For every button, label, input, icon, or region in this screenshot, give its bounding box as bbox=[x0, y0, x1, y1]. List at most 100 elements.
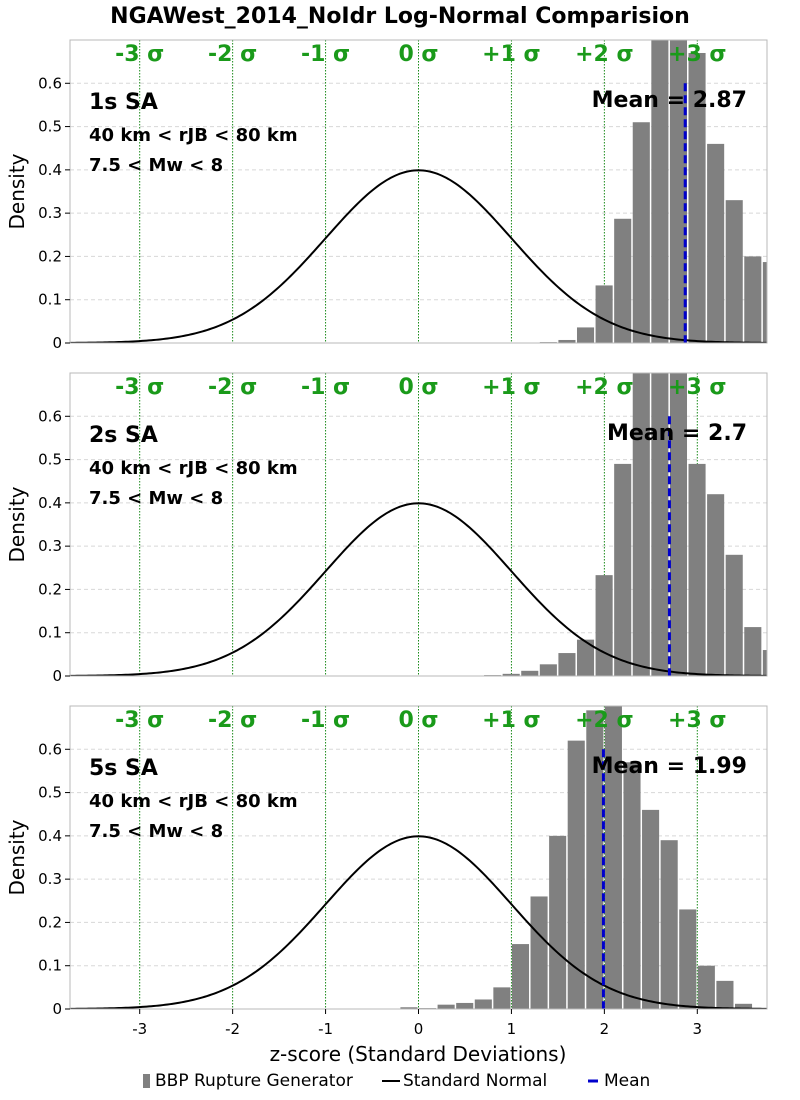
histogram-bar bbox=[744, 256, 762, 343]
y-tick-label: 0 bbox=[52, 334, 62, 352]
y-tick-label: 0.5 bbox=[38, 784, 62, 802]
histogram-bar bbox=[762, 650, 767, 676]
y-tick-label: 0.3 bbox=[38, 870, 62, 888]
legend: BBP Rupture Generator Standard Normal Mean bbox=[143, 1071, 650, 1091]
sigma-label: -2 σ bbox=[208, 42, 257, 67]
sigma-label: +2 σ bbox=[575, 42, 634, 67]
y-tick-label: 0 bbox=[52, 667, 62, 685]
histogram-bar bbox=[651, 373, 669, 676]
panel-subtitle: 7.5 < Mw < 8 bbox=[89, 488, 223, 509]
x-tick-label: 0 bbox=[414, 1020, 424, 1038]
standard-normal-curve bbox=[70, 169, 767, 343]
chart-title: NGAWest_2014_NoIdr Log-Normal Comparisio… bbox=[110, 4, 690, 29]
histogram-bar bbox=[539, 664, 557, 676]
y-tick-label: 0.1 bbox=[38, 624, 62, 642]
sigma-label: +2 σ bbox=[575, 708, 634, 733]
histogram-bar bbox=[614, 463, 632, 676]
sigma-label: -2 σ bbox=[208, 708, 257, 733]
histogram-bar bbox=[558, 653, 576, 676]
legend-label: Standard Normal bbox=[403, 1071, 547, 1091]
sigma-label: 0 σ bbox=[398, 42, 438, 67]
mean-label: Mean = 2.7 bbox=[607, 421, 747, 446]
histogram-bar bbox=[642, 809, 660, 1009]
histogram-bar bbox=[707, 143, 725, 343]
panels: 0 0.1 0.2 0.3 0.4 0.5 0.6 Density -3 σ -2 σ -1 σ 0 … bbox=[5, 39, 768, 1038]
panel-subtitle: 40 km < rJB < 80 km bbox=[89, 791, 298, 812]
legend-label: Mean bbox=[604, 1071, 650, 1091]
histogram-bar bbox=[632, 373, 650, 676]
x-tick-label: 3 bbox=[693, 1020, 703, 1038]
y-tick-label: 0.4 bbox=[38, 494, 62, 512]
y-tick-label: 0.4 bbox=[38, 827, 62, 845]
histogram-bar bbox=[707, 494, 725, 676]
histogram-bar bbox=[576, 639, 595, 676]
plot-frame bbox=[69, 39, 768, 344]
x-tick-label: -1 bbox=[318, 1020, 333, 1038]
sigma-label: +3 σ bbox=[668, 42, 727, 67]
histogram-bar bbox=[660, 840, 678, 1009]
sigma-label: +1 σ bbox=[482, 708, 541, 733]
standard-normal-curve bbox=[70, 835, 767, 1009]
legend-label: BBP Rupture Generator bbox=[155, 1071, 353, 1091]
x-tick-label: 1 bbox=[507, 1020, 517, 1038]
mean-label: Mean = 1.99 bbox=[592, 754, 747, 779]
y-tick-label: 0.6 bbox=[38, 740, 62, 758]
y-tick-label: 0.2 bbox=[38, 913, 62, 931]
histogram bbox=[484, 373, 767, 676]
histogram bbox=[400, 706, 767, 1009]
sigma-label: +3 σ bbox=[668, 708, 727, 733]
y-axis-label: Density bbox=[5, 819, 29, 895]
histogram-bar bbox=[576, 327, 595, 343]
histogram-bar bbox=[456, 1002, 474, 1009]
histogram-bar bbox=[614, 218, 632, 343]
legend-bar-swatch bbox=[143, 1074, 150, 1088]
y-tick-label: 0.5 bbox=[38, 118, 62, 136]
sigma-label: 0 σ bbox=[398, 375, 438, 400]
y-tick-label: 0.6 bbox=[38, 74, 62, 92]
y-tick-label: 0.4 bbox=[38, 161, 62, 179]
histogram-bar bbox=[558, 339, 576, 343]
histogram-bar bbox=[521, 670, 539, 676]
sigma-label: +2 σ bbox=[575, 375, 634, 400]
histogram-bar bbox=[716, 980, 734, 1009]
histogram-bar bbox=[669, 40, 688, 343]
sigma-label: -1 σ bbox=[301, 42, 350, 67]
y-tick-label: 0.3 bbox=[38, 537, 62, 555]
panel-1: 0 0.1 0.2 0.3 0.4 0.5 0.6 Density -3 σ -2 σ -1 σ 0 … bbox=[5, 39, 768, 352]
panel-title: 2s SA bbox=[89, 423, 158, 448]
panel-subtitle: 7.5 < Mw < 8 bbox=[89, 155, 223, 176]
plot-frame bbox=[69, 372, 768, 677]
histogram-bar bbox=[688, 463, 706, 676]
histogram-bar bbox=[567, 740, 585, 1009]
histogram-bar bbox=[530, 896, 548, 1009]
histogram-bar bbox=[493, 987, 511, 1009]
panel-3: 0 0.1 0.2 0.3 0.4 0.5 0.6 Density -3 σ -2 σ -1 σ 0 … bbox=[5, 705, 768, 1038]
panel-2: 0 0.1 0.2 0.3 0.4 0.5 0.6 Density -3 σ -2 σ -1 σ 0 … bbox=[5, 372, 768, 685]
sigma-label: +1 σ bbox=[482, 375, 541, 400]
panel-subtitle: 7.5 < Mw < 8 bbox=[89, 821, 223, 842]
y-tick-label: 0.2 bbox=[38, 580, 62, 598]
histogram-bar bbox=[623, 762, 641, 1009]
histogram-bar bbox=[679, 909, 697, 1009]
y-tick-label: 0.1 bbox=[38, 291, 62, 309]
histogram-bar bbox=[688, 52, 706, 343]
histogram-bar bbox=[511, 944, 530, 1009]
x-tick-label: -2 bbox=[225, 1020, 240, 1038]
x-tick-label: -3 bbox=[132, 1020, 147, 1038]
histogram-bar bbox=[474, 999, 492, 1009]
standard-normal-curve bbox=[70, 502, 767, 676]
histogram-bar bbox=[725, 200, 743, 343]
histogram-bar bbox=[595, 285, 613, 343]
histogram-bar bbox=[595, 575, 613, 676]
x-axis-label: z-score (Standard Deviations) bbox=[270, 1042, 567, 1066]
y-tick-label: 0.6 bbox=[38, 407, 62, 425]
histogram-bar bbox=[549, 835, 567, 1009]
y-tick-label: 0.1 bbox=[38, 957, 62, 975]
mean-label: Mean = 2.87 bbox=[592, 88, 747, 113]
histogram-bar bbox=[744, 627, 762, 676]
panel-subtitle: 40 km < rJB < 80 km bbox=[89, 125, 298, 146]
sigma-label: +3 σ bbox=[668, 375, 727, 400]
panel-title: 5s SA bbox=[89, 756, 158, 781]
y-tick-label: 0.2 bbox=[38, 247, 62, 265]
y-axis-label: Density bbox=[5, 153, 29, 229]
